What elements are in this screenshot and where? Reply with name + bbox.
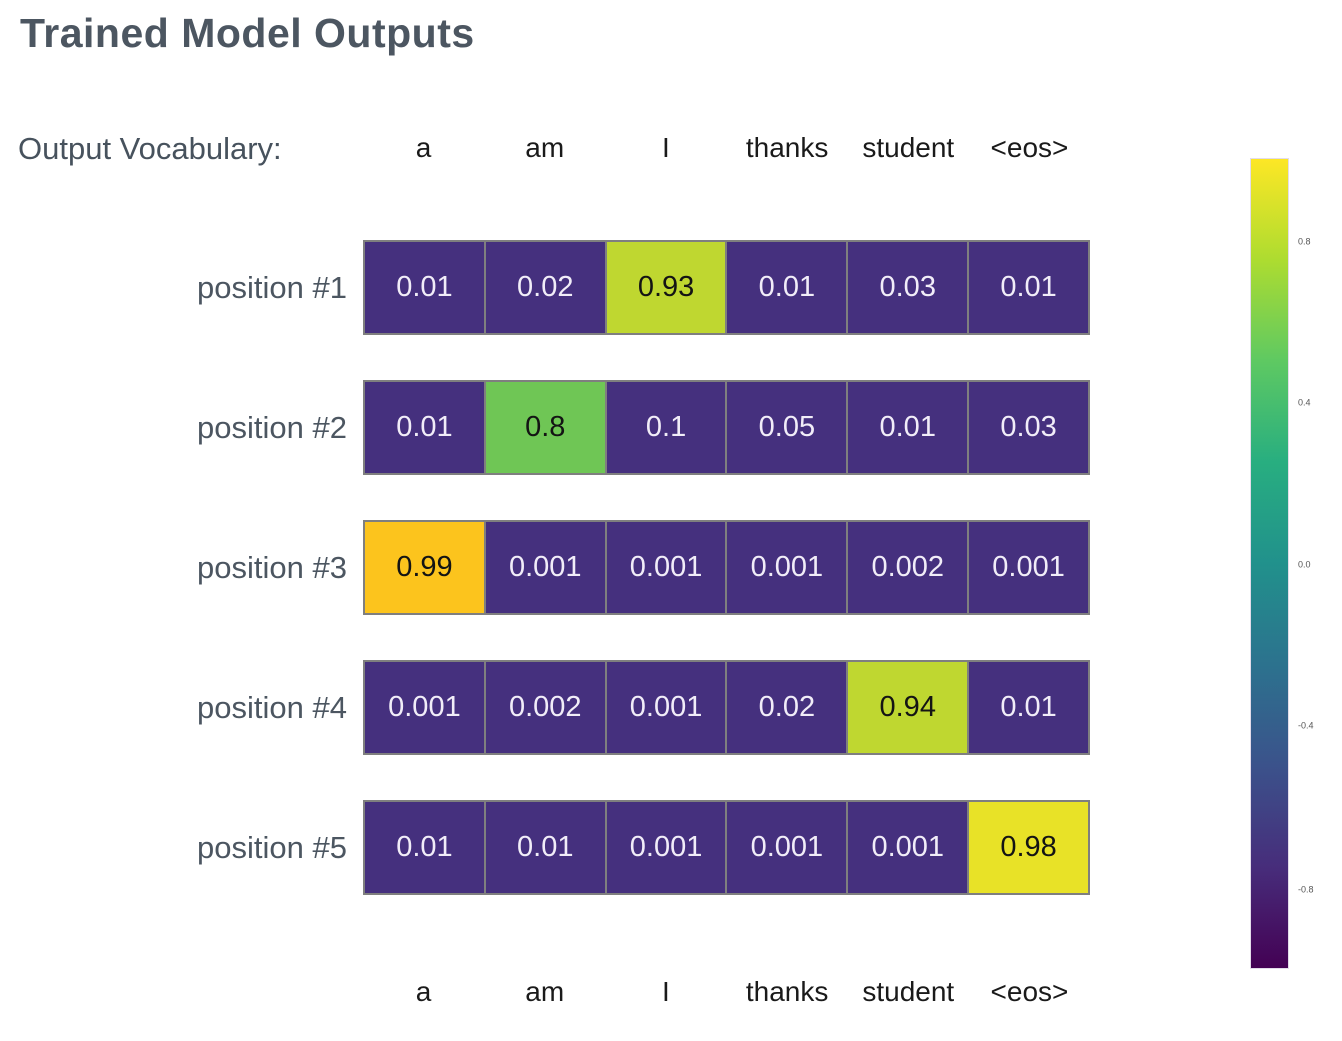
colorbar-tick-label: 0.4 <box>1298 397 1311 408</box>
heatmap-cell: 0.002 <box>848 522 970 613</box>
vocab-term: student <box>862 132 955 163</box>
heatmap-cell: 0.01 <box>969 242 1088 333</box>
colorbar-tick-label: 0.8 <box>1298 236 1311 247</box>
colorbar-tick-label: -0.8 <box>1298 884 1314 895</box>
heatmap-row: 0.01 0.01 0.001 0.001 0.001 0.98 <box>363 800 1090 895</box>
output-vocabulary-label: Output Vocabulary: <box>18 131 282 166</box>
heatmap-cell: 0.03 <box>848 242 970 333</box>
heatmap-cell: 0.03 <box>969 382 1088 473</box>
vocab-term: student <box>862 976 955 1007</box>
vocab-term: a <box>415 976 432 1007</box>
vocab-term: a <box>415 132 432 163</box>
heatmap-cell: 0.001 <box>969 522 1088 613</box>
vocab-term: thanks <box>745 132 829 163</box>
heatmap-cell: 0.002 <box>485 662 607 753</box>
heatmap-cell: 0.001 <box>606 522 728 613</box>
heatmap-cell: 0.99 <box>365 522 486 613</box>
heatmap-cell: 0.94 <box>848 662 970 753</box>
colorbar <box>1250 158 1289 969</box>
heatmap-cell: 0.01 <box>848 382 970 473</box>
heatmap-cell: 0.001 <box>485 522 607 613</box>
colorbar-tick-label: 0.0 <box>1298 559 1311 570</box>
colorbar-tick-label: -0.4 <box>1298 720 1314 731</box>
heatmap-cell: 0.01 <box>485 802 607 893</box>
heatmap-row: 0.001 0.002 0.001 0.02 0.94 0.01 <box>363 660 1090 755</box>
heatmap-cell: 0.01 <box>365 802 486 893</box>
vocab-term: am <box>525 132 565 163</box>
page-title: Trained Model Outputs <box>20 10 475 56</box>
heatmap-cell: 0.001 <box>727 802 849 893</box>
heatmap-cell: 0.001 <box>606 802 728 893</box>
heatmap-cell: 0.001 <box>606 662 728 753</box>
heatmap-cell: 0.01 <box>365 242 486 333</box>
heatmap-cell: 0.02 <box>485 242 607 333</box>
row-label: position #1 <box>197 269 347 305</box>
heatmap-cell: 0.93 <box>606 242 728 333</box>
heatmap-cell: 0.001 <box>727 522 849 613</box>
row-label: position #5 <box>197 829 347 865</box>
heatmap-cell: 0.8 <box>485 382 607 473</box>
row-label: position #3 <box>197 549 347 585</box>
vocab-term: am <box>525 976 565 1007</box>
heatmap-row: 0.01 0.8 0.1 0.05 0.01 0.03 <box>363 380 1090 475</box>
vocab-term: I <box>662 976 670 1007</box>
heatmap-cell: 0.02 <box>727 662 849 753</box>
vocab-term: I <box>662 132 670 163</box>
heatmap-cell: 0.01 <box>727 242 849 333</box>
heatmap-cell: 0.01 <box>969 662 1088 753</box>
heatmap-row: 0.01 0.02 0.93 0.01 0.03 0.01 <box>363 240 1090 335</box>
vocab-term: thanks <box>745 976 829 1007</box>
heatmap-cell: 0.001 <box>848 802 970 893</box>
heatmap-cell: 0.01 <box>365 382 486 473</box>
vocab-term: <eos> <box>990 132 1069 163</box>
heatmap-cell: 0.98 <box>969 802 1088 893</box>
row-label: position #4 <box>197 689 347 725</box>
heatmap-cell: 0.1 <box>606 382 728 473</box>
vocab-term: <eos> <box>990 976 1069 1007</box>
heatmap-cell: 0.05 <box>727 382 849 473</box>
heatmap-cell: 0.001 <box>365 662 486 753</box>
heatmap-row: 0.99 0.001 0.001 0.001 0.002 0.001 <box>363 520 1090 615</box>
row-label: position #2 <box>197 409 347 445</box>
